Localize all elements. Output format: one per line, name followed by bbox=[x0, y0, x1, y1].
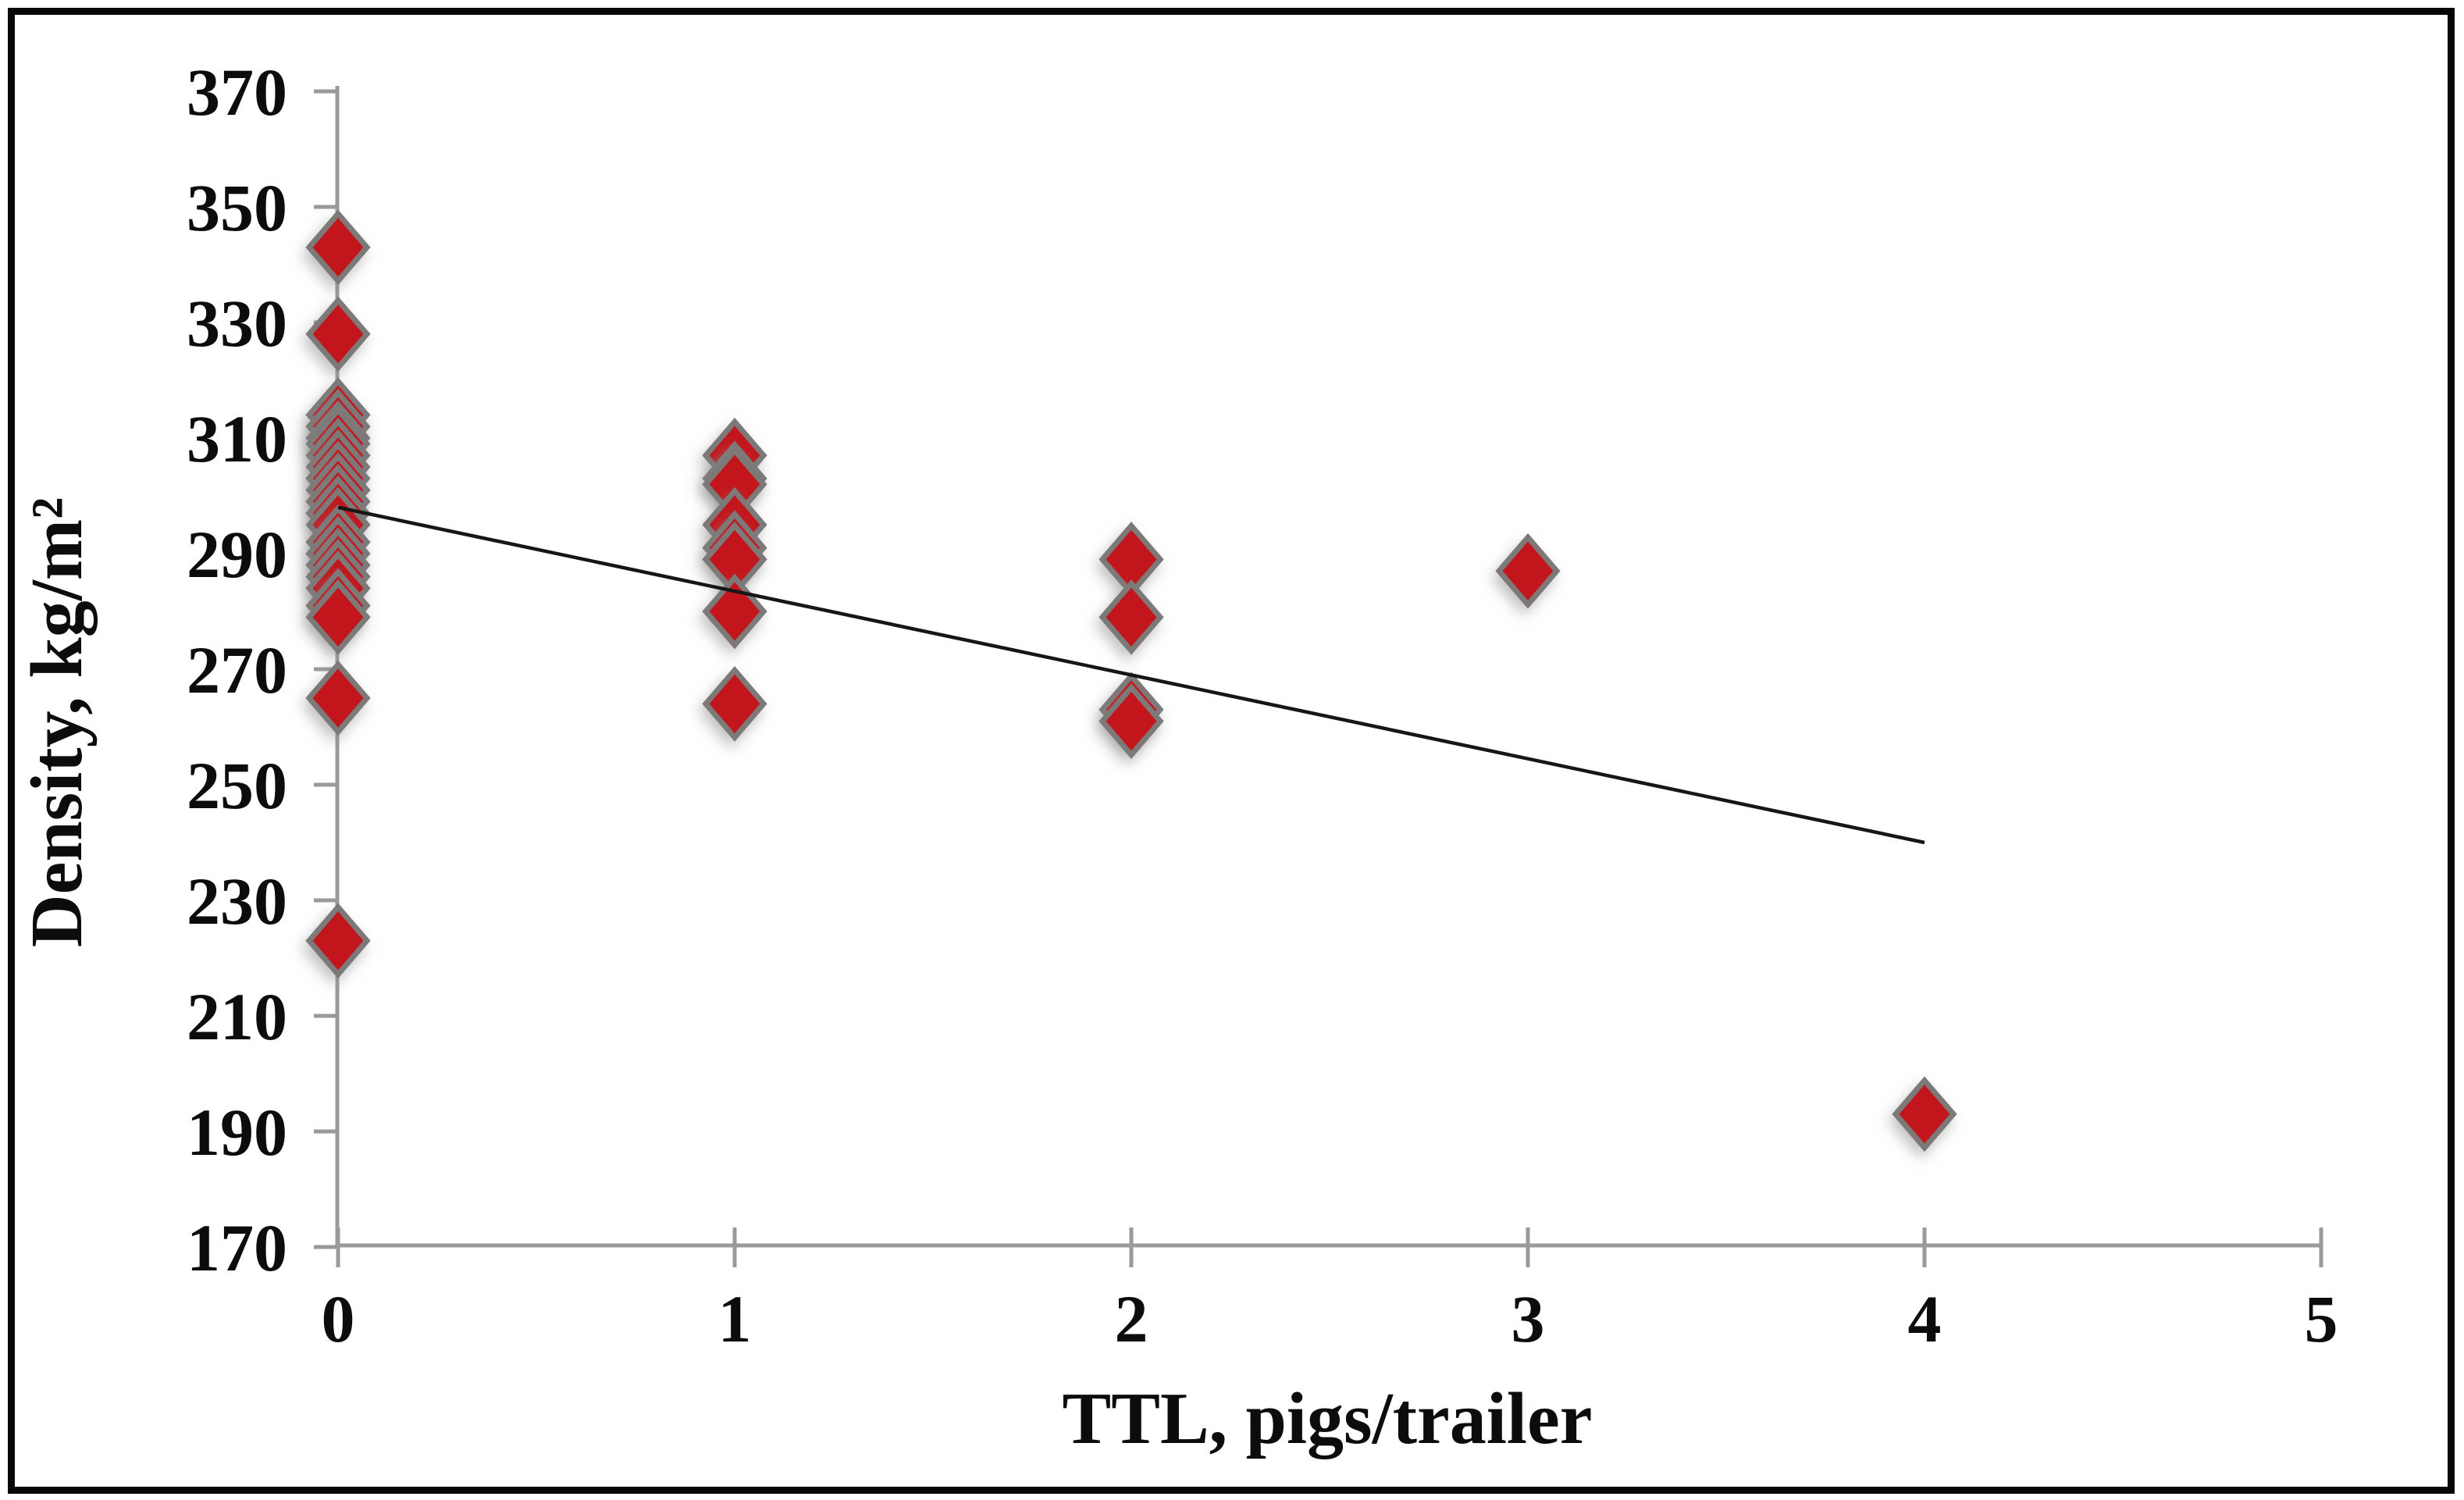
data-point-marker bbox=[305, 296, 371, 372]
y-tick-label: 290 bbox=[187, 517, 287, 592]
y-tick-label: 310 bbox=[187, 401, 287, 476]
y-tick-label: 230 bbox=[187, 864, 287, 939]
data-point-marker bbox=[1892, 1076, 1957, 1153]
x-tick-label: 5 bbox=[2305, 1281, 2338, 1356]
y-axis-title: Density, kg/m² bbox=[16, 497, 98, 948]
y-tick-label: 370 bbox=[187, 55, 287, 130]
x-tick-label: 4 bbox=[1908, 1281, 1942, 1356]
y-tick-label: 330 bbox=[187, 286, 287, 361]
x-axis-title: TTL, pigs/trailer bbox=[1063, 1378, 1593, 1459]
data-point-marker bbox=[305, 660, 371, 736]
y-tick-label: 350 bbox=[187, 170, 287, 245]
trend-line bbox=[337, 505, 1925, 845]
x-tick-label: 2 bbox=[1115, 1281, 1148, 1356]
y-tick-label: 270 bbox=[187, 632, 287, 707]
y-tick-label: 210 bbox=[187, 979, 287, 1054]
data-point-marker bbox=[1495, 533, 1561, 609]
x-tick-label: 0 bbox=[322, 1281, 355, 1356]
y-tick-label: 190 bbox=[187, 1095, 287, 1170]
y-tick-label: 170 bbox=[187, 1210, 287, 1285]
y-tick-label: 250 bbox=[187, 748, 287, 823]
data-point-marker bbox=[702, 666, 767, 742]
data-point-marker bbox=[305, 579, 371, 655]
x-tick-label: 1 bbox=[718, 1281, 752, 1356]
data-point-marker bbox=[305, 209, 371, 286]
data-point-marker bbox=[1098, 579, 1164, 655]
data-point-marker bbox=[305, 903, 371, 979]
x-tick-label: 3 bbox=[1512, 1281, 1545, 1356]
data-point-marker bbox=[1098, 683, 1164, 759]
